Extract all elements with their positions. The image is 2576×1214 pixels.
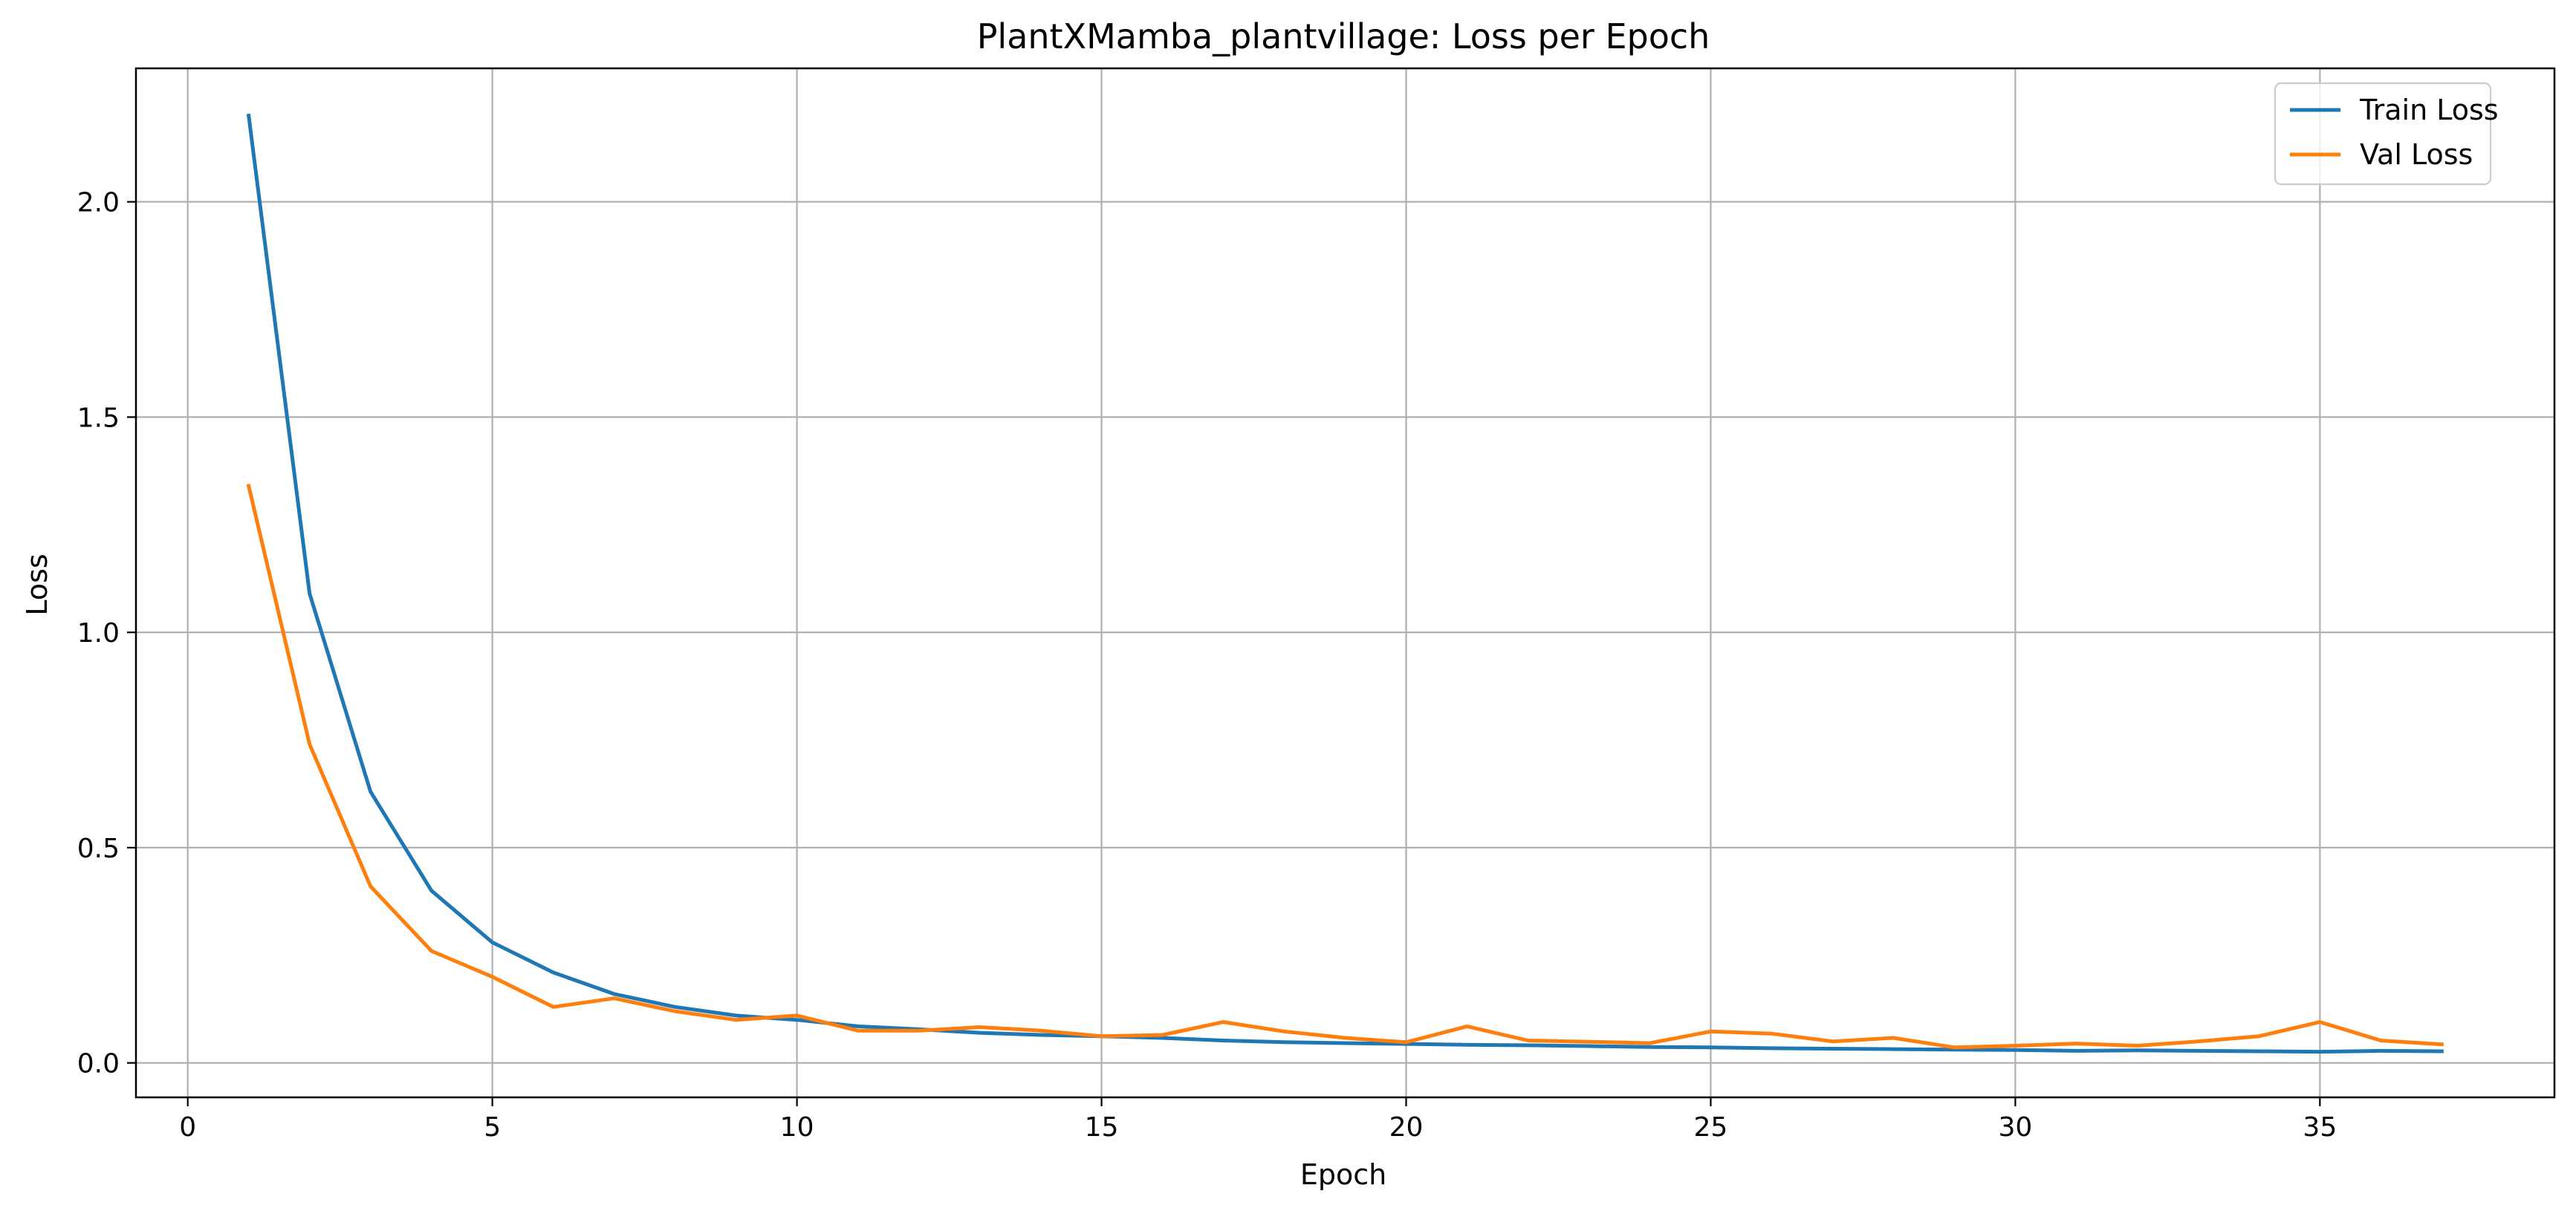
x-tick-label: 20 [1389, 1112, 1424, 1143]
x-tick-label: 0 [179, 1112, 196, 1143]
y-tick-label: 1.5 [77, 403, 120, 433]
series-line-train-loss [246, 113, 2444, 1054]
legend: Train Loss Val Loss [2274, 82, 2499, 186]
x-axis: 0 5 10 15 20 25 30 35 [179, 1097, 2337, 1143]
y-tick-label: 0.5 [77, 834, 120, 864]
series-line-val-loss [246, 484, 2444, 1050]
plot-area-frame [134, 67, 2556, 1099]
x-tick-label: 25 [1694, 1112, 1728, 1143]
series-lines [246, 113, 2444, 1054]
y-tick-label: 2.0 [77, 188, 120, 218]
x-tick-label: 10 [780, 1112, 814, 1143]
legend-label-train-loss: Train Loss [2359, 94, 2499, 126]
y-axis-label: Loss [21, 554, 53, 615]
y-tick-label: 0.0 [77, 1049, 120, 1080]
x-tick-label: 5 [484, 1112, 501, 1143]
x-axis-label: Epoch [1300, 1158, 1386, 1191]
x-tick-label: 30 [1998, 1112, 2032, 1143]
x-tick-label: 35 [2303, 1112, 2337, 1143]
legend-label-val-loss: Val Loss [2360, 138, 2473, 171]
y-tick-label: 1.0 [77, 618, 120, 649]
grid [136, 68, 2554, 1097]
chart-title: PlantXMamba_plantvillage: Loss per Epoch [977, 16, 1710, 56]
x-tick-label: 15 [1085, 1112, 1119, 1143]
y-axis: 0.0 0.5 1.0 1.5 2.0 [77, 188, 136, 1080]
